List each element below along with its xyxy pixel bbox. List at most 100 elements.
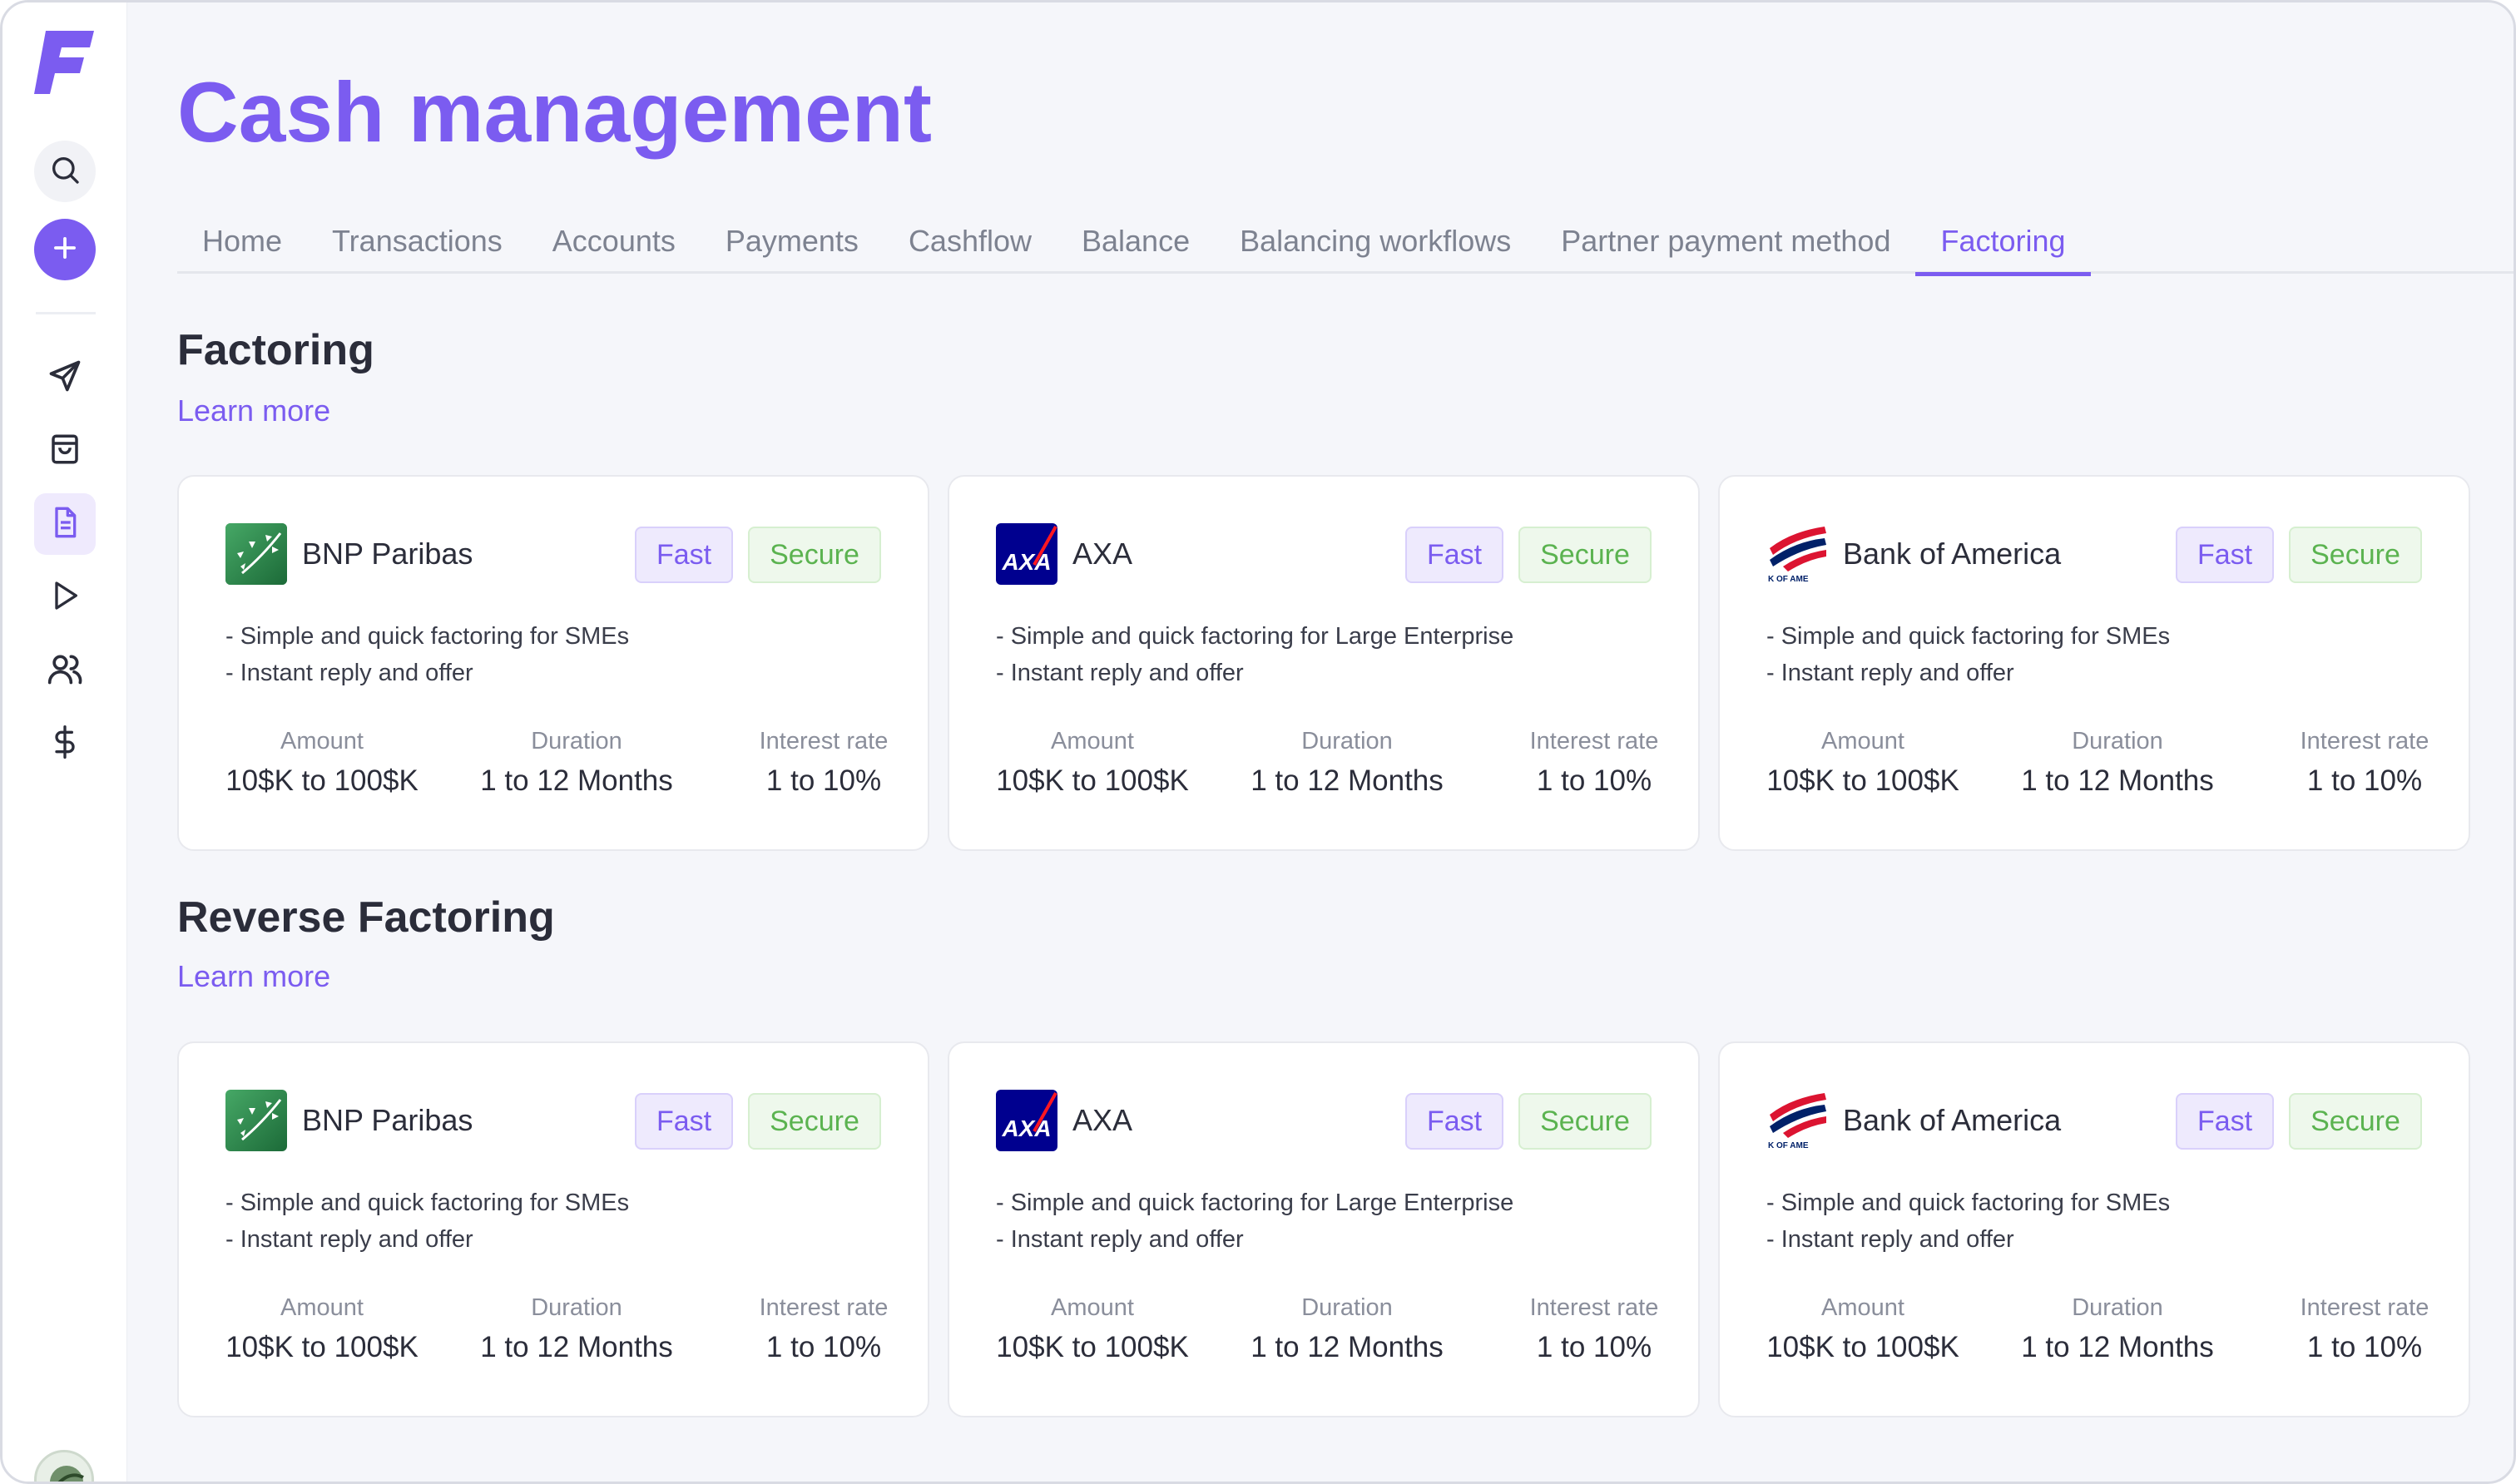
interest-rate-value: 1 to 10%: [1536, 1331, 1652, 1363]
description-line: - Instant reply and offer: [1766, 660, 2014, 686]
nav-users[interactable]: [34, 640, 96, 701]
secure-badge: Secure: [748, 527, 881, 583]
description-line: - Simple and quick factoring for SMEs: [225, 623, 630, 650]
page-title: Cash management: [177, 65, 932, 160]
description-line: - Simple and quick factoring for Large E…: [996, 1190, 1514, 1216]
section-title-reverse-factoring: Reverse Factoring: [177, 893, 555, 942]
amount-label: Amount: [1821, 728, 1904, 754]
app-logo[interactable]: [34, 29, 96, 96]
svg-text:AXA: AXA: [1001, 1115, 1051, 1141]
offer-card[interactable]: K OF AME Bank of America Fast Secure - S…: [1718, 1041, 2470, 1417]
fast-badge: Fast: [1405, 1093, 1503, 1150]
interest-rate-value: 1 to 10%: [2306, 1331, 2423, 1363]
tab-cashflow[interactable]: Cashflow: [908, 224, 1032, 258]
duration-value: 1 to 12 Months: [480, 1331, 673, 1363]
bank-name: Bank of America: [1843, 537, 2062, 571]
description-line: - Simple and quick factoring for Large E…: [996, 623, 1514, 650]
amount-label: Amount: [280, 728, 364, 754]
duration-value: 1 to 12 Months: [2021, 1331, 2214, 1363]
add-button[interactable]: [34, 219, 96, 280]
section-title-factoring: Factoring: [177, 326, 374, 374]
dollar-icon: [48, 724, 82, 764]
interest-rate-value: 1 to 10%: [2306, 764, 2423, 797]
send-icon: [47, 358, 83, 398]
tab-home[interactable]: Home: [202, 224, 283, 258]
interest-rate-value: 1 to 10%: [765, 764, 882, 797]
svg-text:AXA: AXA: [1001, 549, 1051, 575]
search-icon: [48, 153, 82, 190]
secure-badge: Secure: [2289, 527, 2422, 583]
offer-card[interactable]: K OF AME Bank of America Fast Secure - S…: [1718, 475, 2470, 851]
nav-documents[interactable]: [34, 493, 96, 555]
nav-send[interactable]: [34, 347, 96, 408]
offer-card[interactable]: AXA AXA Fast Secure - Simple and quick f…: [948, 1041, 1700, 1417]
tab-transactions[interactable]: Transactions: [332, 224, 503, 258]
learn-more-link-factoring[interactable]: Learn more: [177, 393, 331, 428]
secure-badge: Secure: [1518, 1093, 1652, 1150]
description-line: - Instant reply and offer: [996, 1226, 1244, 1253]
tab-accounts[interactable]: Accounts: [552, 224, 676, 258]
bank-name: BNP Paribas: [302, 1103, 473, 1137]
bank-name: BNP Paribas: [302, 537, 473, 571]
fast-badge: Fast: [2176, 527, 2274, 583]
interest-rate-value: 1 to 10%: [1536, 764, 1652, 797]
description-line: - Simple and quick factoring for SMEs: [1766, 623, 2171, 650]
description-line: - Simple and quick factoring for SMEs: [1766, 1190, 2171, 1216]
tab-factoring[interactable]: Factoring: [1915, 209, 2091, 276]
fast-badge: Fast: [635, 527, 733, 583]
description-line: - Instant reply and offer: [996, 660, 1244, 686]
interest-rate-value: 1 to 10%: [765, 1331, 882, 1363]
nav-finance[interactable]: [34, 713, 96, 774]
tab-bar: Home Transactions Accounts Payments Cash…: [177, 209, 2514, 276]
user-avatar[interactable]: [34, 1450, 94, 1482]
nav-play[interactable]: [34, 566, 96, 628]
amount-value: 10$K to 100$K: [1766, 1331, 1959, 1363]
bag-icon: [47, 432, 82, 471]
duration-label: Duration: [2072, 728, 2163, 754]
interest-rate-label: Interest rate: [2300, 1294, 2429, 1321]
tab-partner-payment-method[interactable]: Partner payment method: [1561, 224, 1891, 258]
secure-badge: Secure: [2289, 1093, 2422, 1150]
interest-rate-label: Interest rate: [2300, 728, 2429, 754]
amount-value: 10$K to 100$K: [1766, 764, 1959, 797]
offer-card[interactable]: AXA AXA Fast Secure - Simple and quick f…: [948, 475, 1700, 851]
bofa-logo: K OF AME: [1766, 1090, 1828, 1151]
amount-value: 10$K to 100$K: [225, 764, 419, 797]
document-icon: [48, 506, 82, 543]
description-line: - Simple and quick factoring for SMEs: [225, 1190, 630, 1216]
description-line: - Instant reply and offer: [1766, 1226, 2014, 1253]
bofa-logo: K OF AME: [1766, 523, 1828, 585]
bnp-logo: [225, 1090, 287, 1151]
secure-badge: Secure: [1518, 527, 1652, 583]
duration-label: Duration: [531, 1294, 622, 1321]
duration-value: 1 to 12 Months: [1251, 1331, 1444, 1363]
sidebar: [2, 2, 127, 1482]
description-line: - Instant reply and offer: [225, 1226, 473, 1253]
offer-card[interactable]: BNP Paribas Fast Secure - Simple and qui…: [177, 475, 929, 851]
duration-label: Duration: [531, 728, 622, 754]
learn-more-link-reverse-factoring[interactable]: Learn more: [177, 959, 331, 993]
svg-text:K OF AME: K OF AME: [1768, 575, 1809, 584]
play-icon: [48, 579, 82, 616]
interest-rate-label: Interest rate: [759, 728, 889, 754]
interest-rate-label: Interest rate: [759, 1294, 889, 1321]
tab-balance[interactable]: Balance: [1082, 224, 1191, 258]
interest-rate-label: Interest rate: [1529, 1294, 1659, 1321]
duration-label: Duration: [2072, 1294, 2163, 1321]
amount-value: 10$K to 100$K: [996, 1331, 1189, 1363]
bank-name: AXA: [1072, 537, 1133, 571]
offer-card[interactable]: BNP Paribas Fast Secure - Simple and qui…: [177, 1041, 929, 1417]
amount-label: Amount: [1821, 1294, 1904, 1321]
search-button[interactable]: [34, 141, 96, 202]
nav-shop[interactable]: [34, 420, 96, 482]
duration-value: 1 to 12 Months: [1251, 764, 1444, 797]
secure-badge: Secure: [748, 1093, 881, 1150]
amount-value: 10$K to 100$K: [996, 764, 1189, 797]
amount-label: Amount: [280, 1294, 364, 1321]
tab-balancing-workflows[interactable]: Balancing workflows: [1240, 224, 1512, 258]
sidebar-divider: [36, 312, 96, 314]
tab-payments[interactable]: Payments: [725, 224, 859, 258]
description-line: - Instant reply and offer: [225, 660, 473, 686]
amount-label: Amount: [1051, 1294, 1134, 1321]
bnp-logo: [225, 523, 287, 585]
